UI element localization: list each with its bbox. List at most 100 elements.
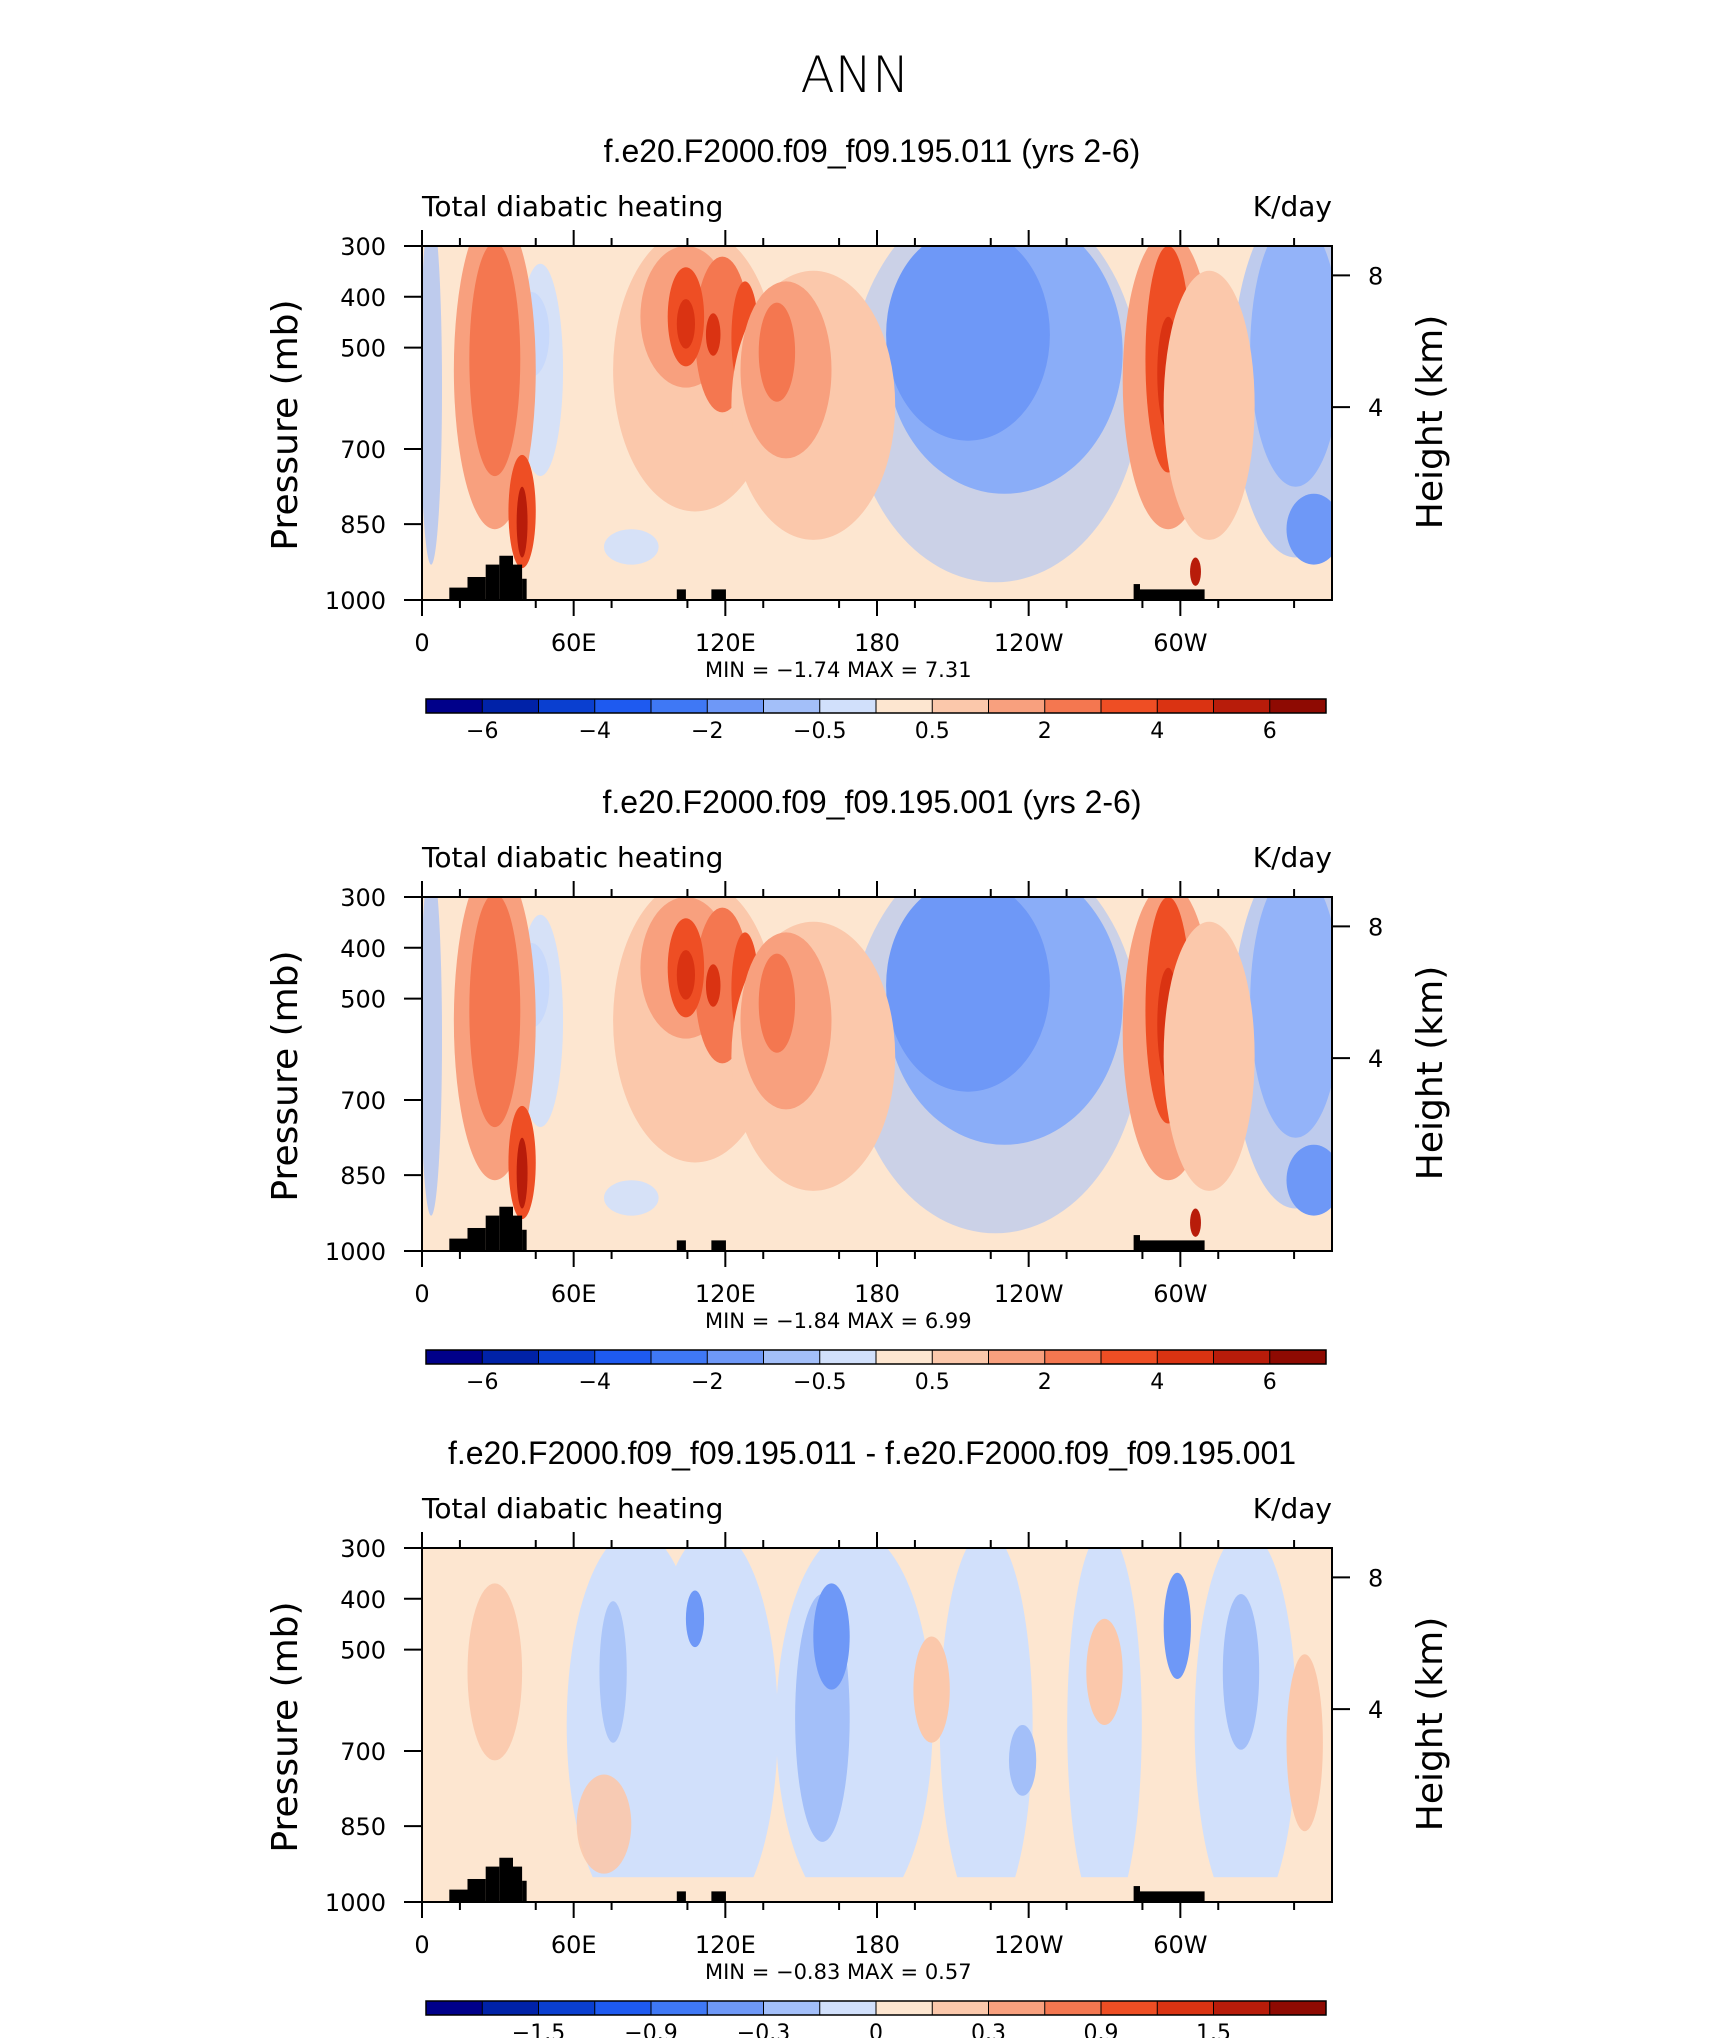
colorbar-swatch	[932, 1350, 989, 1364]
colorbar-swatch	[1157, 2001, 1214, 2015]
colorbar-label: 1.5	[1196, 2021, 1231, 2038]
x-tick-label: 180	[854, 1931, 900, 1959]
panel-title: f.e20.F2000.f09_f09.195.011 (yrs 2-6)	[604, 133, 1141, 169]
x-tick-label: 0	[414, 1280, 429, 1308]
y-right-tick-label: 8	[1368, 1564, 1383, 1592]
topography-block	[467, 1227, 486, 1251]
topography-mask	[449, 1206, 1205, 1251]
y-right-tick-label: 4	[1368, 1696, 1383, 1724]
colorbar-swatch	[538, 1350, 596, 1364]
x-tick-label: 180	[854, 1280, 900, 1308]
min-max-label: MIN = −0.83 MAX = 0.57	[705, 1960, 972, 1984]
y-right-tick-label: 8	[1368, 913, 1383, 941]
y-tick-label: 700	[340, 1087, 386, 1115]
field-contour	[1231, 246, 1332, 558]
x-tick-label: 60W	[1153, 1931, 1207, 1959]
contour-field	[422, 246, 1332, 600]
colorbar-swatch	[426, 699, 483, 713]
field-contour	[886, 897, 1050, 1092]
y-tick-label: 400	[340, 935, 386, 963]
colorbar-label: 0	[869, 2021, 883, 2038]
y-right-axis-title: Height (km)	[1410, 1617, 1451, 1831]
left-string: Total diabatic heating	[421, 1492, 723, 1525]
field-contour	[469, 897, 521, 1128]
field-contour	[1163, 921, 1255, 1191]
field-contour	[886, 246, 1050, 441]
x-tick-label: 60W	[1153, 1280, 1207, 1308]
field-contour	[705, 313, 721, 356]
y-axis-title: Pressure (mb)	[265, 299, 306, 550]
colorbar-swatch	[932, 699, 989, 713]
colorbar-swatch	[482, 699, 539, 713]
panel-title: f.e20.F2000.f09_f09.195.001 (yrs 2-6)	[602, 784, 1141, 820]
topography-block	[485, 564, 500, 600]
field-contour	[422, 897, 443, 1216]
field-contour	[939, 1548, 1033, 1902]
y-axis-title: Pressure (mb)	[265, 950, 306, 1201]
x-tick-label: 120E	[695, 1280, 756, 1308]
left-string: Total diabatic heating	[421, 190, 723, 223]
y-tick-label: 300	[340, 233, 386, 261]
topography-block	[467, 1878, 486, 1902]
colorbar-swatch	[876, 699, 933, 713]
colorbar-label: 4	[1150, 1370, 1164, 1395]
topography-block	[499, 1206, 513, 1251]
topography-block	[467, 576, 486, 600]
colorbar-swatch	[651, 1350, 708, 1364]
colorbar-swatch	[932, 2001, 989, 2015]
field-contour	[758, 953, 796, 1053]
colorbar-swatch	[988, 1350, 1046, 1364]
colorbar: −6 −4 −2 −0.5 0.5 2 4 6	[425, 698, 1327, 744]
topography-block	[711, 589, 726, 600]
topography-block	[1133, 584, 1140, 600]
colorbar-swatch	[426, 2001, 483, 2015]
topography-block	[522, 1880, 527, 1902]
topography-block	[499, 555, 513, 600]
topography-block	[711, 1891, 726, 1902]
x-tick-label: 60E	[551, 629, 597, 657]
colorbar-label: −4	[579, 719, 611, 744]
field-contour	[758, 302, 796, 402]
topography-block	[1139, 1891, 1205, 1902]
field-contour	[1231, 897, 1332, 1209]
y-tick-label: 500	[340, 986, 386, 1014]
topography-mask	[449, 555, 1205, 600]
colorbar-label: −2	[691, 1370, 723, 1395]
chart-panel: f.e20.F2000.f09_f09.195.001 (yrs 2-6) Tot…	[265, 784, 1451, 1395]
colorbar-swatch	[1157, 699, 1214, 713]
colorbar-label: −0.5	[793, 1370, 846, 1395]
colorbar-frame	[425, 2000, 1327, 2016]
colorbar-label: 0.5	[915, 719, 950, 744]
colorbar-swatch	[988, 699, 1046, 713]
colorbar: −1.5 −0.9 −0.3 0 0.3 0.9 1.5	[425, 2000, 1327, 2038]
x-tick-label: 120W	[994, 629, 1064, 657]
colorbar-swatch	[876, 1350, 933, 1364]
field-contour	[604, 1180, 659, 1216]
colorbar-swatch	[538, 699, 596, 713]
y-right-tick-label: 4	[1368, 394, 1383, 422]
colorbar-swatch	[763, 1350, 821, 1364]
colorbar-swatch	[594, 699, 652, 713]
field-contour	[599, 1601, 627, 1743]
field-contour	[576, 1774, 632, 1874]
colorbar-swatch	[1269, 1350, 1327, 1364]
field-contour	[913, 1636, 950, 1743]
topography-block	[1139, 1240, 1205, 1251]
colorbar-label: −1.5	[512, 2021, 565, 2038]
y-tick-label: 850	[340, 511, 386, 539]
x-tick-label: 0	[414, 629, 429, 657]
colorbar-swatch	[651, 699, 708, 713]
field-contour	[676, 299, 696, 349]
left-string: Total diabatic heating	[421, 841, 723, 874]
y-tick-label: 1000	[325, 587, 386, 615]
colorbar-swatch	[651, 2001, 708, 2015]
topography-block	[485, 1866, 500, 1902]
colorbar-label: 0.3	[971, 2021, 1006, 2038]
y-tick-label: 500	[340, 1637, 386, 1665]
units-label: K/day	[1253, 1492, 1332, 1525]
chart-panel: f.e20.F2000.f09_f09.195.011 (yrs 2-6) Tot…	[265, 133, 1451, 744]
field-contour	[467, 1583, 523, 1761]
topography-block	[522, 1229, 527, 1251]
topography-block	[676, 1891, 686, 1902]
